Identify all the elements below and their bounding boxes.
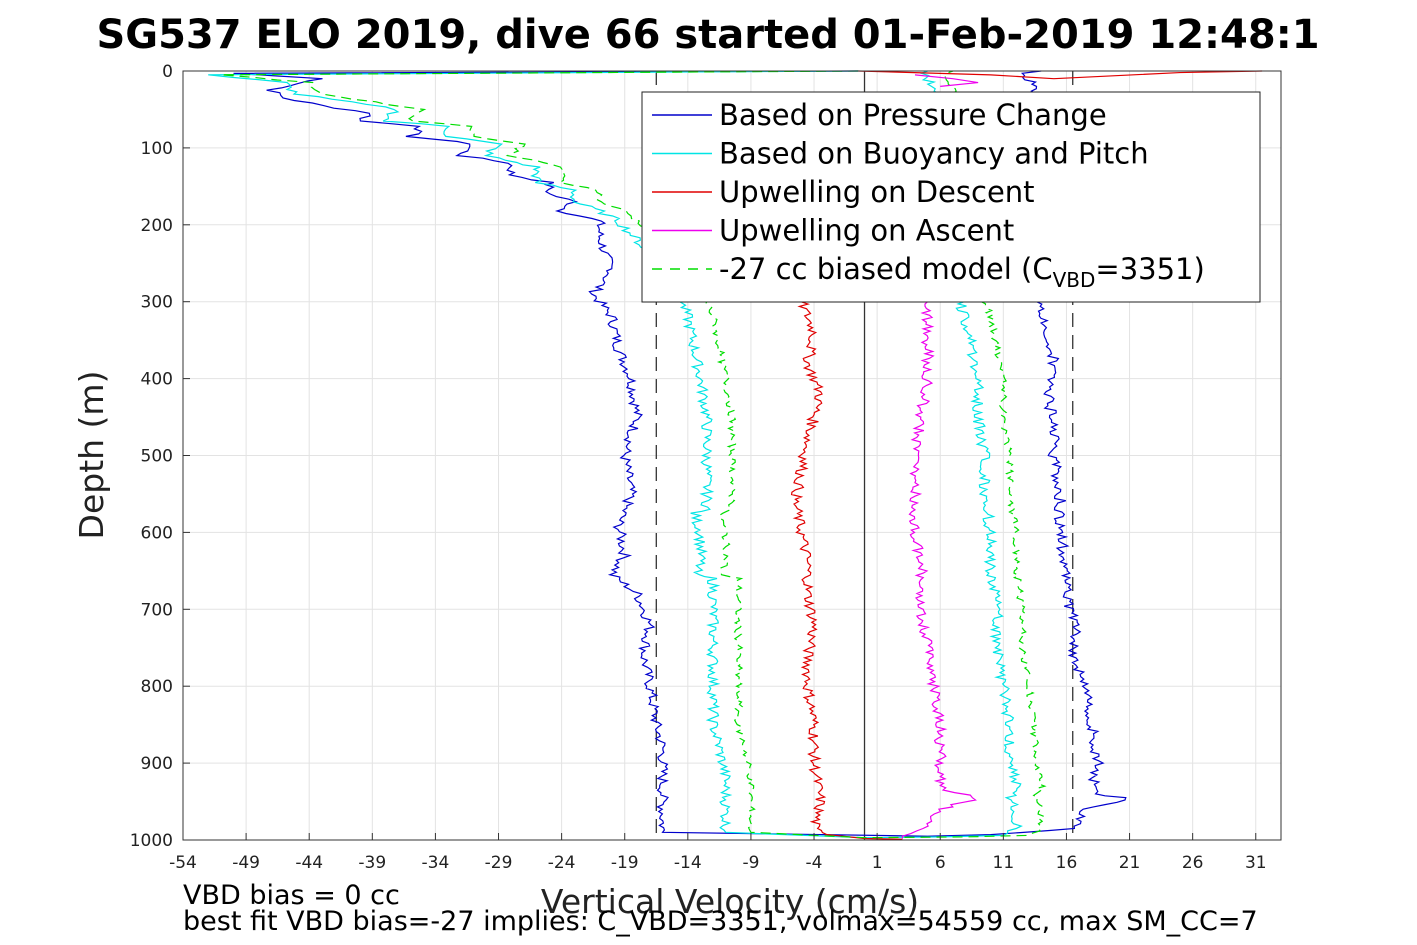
upwelling-ascent-surface bbox=[914, 74, 979, 87]
legend-entry-label: Based on Buoyancy and Pitch bbox=[719, 137, 1149, 171]
y-tick-label: 500 bbox=[141, 447, 173, 467]
x-tick-label: -54 bbox=[169, 853, 197, 873]
legend-entry-label: Based on Pressure Change bbox=[719, 98, 1107, 132]
x-tick-label: -39 bbox=[358, 853, 386, 873]
x-tick-label: 26 bbox=[1182, 853, 1204, 873]
x-axis-label: Vertical Velocity (cm/s) bbox=[541, 882, 919, 921]
y-tick-label: 400 bbox=[141, 370, 173, 390]
y-tick-labels: 0 100 200 300 400 500 600 700 800 900 1000 bbox=[130, 62, 190, 851]
biased-model-series bbox=[220, 70, 1047, 839]
series-layer bbox=[208, 70, 1263, 840]
y-axis-label: Depth (m) bbox=[72, 371, 111, 540]
y-tick-label: 1000 bbox=[130, 831, 173, 851]
x-tick-labels: -54 -49 -44 -39 -34 -29 -24 -19 -14 -9 -4 1 6 11 16 21 2… bbox=[169, 833, 1267, 873]
y-tick-label: 800 bbox=[141, 677, 173, 697]
legend-box bbox=[641, 91, 1261, 303]
legend-entry-label: Upwelling on Ascent bbox=[719, 214, 1014, 248]
legend-suffix: =3351) bbox=[1095, 252, 1204, 286]
legend-entry-text: Upwelling on Ascent bbox=[719, 214, 1014, 248]
y-tick-label: 700 bbox=[141, 600, 173, 620]
x-tick-label: -34 bbox=[422, 853, 450, 873]
legend: Based on Pressure Change Based on Buoyanc… bbox=[641, 91, 1261, 303]
legend-entry-label: Upwelling on Descent bbox=[719, 175, 1035, 209]
x-tick-label: 21 bbox=[1119, 853, 1141, 873]
x-tick-label: 11 bbox=[993, 853, 1015, 873]
legend-entry-text: Based on Buoyancy and Pitch bbox=[719, 137, 1149, 171]
y-tick-label: 200 bbox=[141, 216, 173, 236]
x-tick-label: -24 bbox=[548, 853, 576, 873]
vbd-bias-note: VBD bias = 0 cc bbox=[183, 880, 400, 911]
buoyancy-pitch-series bbox=[208, 70, 1023, 839]
pressure-change-series bbox=[233, 70, 1127, 837]
x-tick-label: 1 bbox=[872, 853, 883, 873]
x-tick-label: -14 bbox=[674, 853, 702, 873]
legend-entry-text: Based on Pressure Change bbox=[719, 98, 1107, 132]
legend-entry-text: Upwelling on Descent bbox=[719, 175, 1035, 209]
x-tick-label: 6 bbox=[935, 853, 946, 873]
x-tick-label: -4 bbox=[806, 853, 823, 873]
x-tick-label: 16 bbox=[1056, 853, 1078, 873]
x-tick-label: -9 bbox=[742, 853, 759, 873]
x-tick-label: -44 bbox=[295, 853, 323, 873]
x-tick-label: -29 bbox=[485, 853, 513, 873]
x-tick-label: 31 bbox=[1245, 853, 1267, 873]
y-tick-label: 600 bbox=[141, 523, 173, 543]
x-tick-label: -19 bbox=[611, 853, 639, 873]
x-tick-label: -49 bbox=[232, 853, 260, 873]
upwelling-descent-series bbox=[790, 301, 903, 840]
best-fit-note: best fit VBD bias=-27 implies: C_VBD=335… bbox=[183, 906, 1258, 937]
legend-subscript: VBD bbox=[1053, 268, 1096, 292]
upwelling-ascent-series bbox=[901, 301, 977, 839]
legend-entry-text: -27 cc biased model (C bbox=[719, 252, 1053, 286]
chart-title: SG537 ELO 2019, dive 66 started 01-Feb-2… bbox=[96, 12, 1319, 58]
legend-entry-label: -27 cc biased model (CVBD=3351) bbox=[719, 252, 1205, 292]
y-tick-label: 0 bbox=[162, 62, 173, 82]
upwelling-descent-surface bbox=[858, 70, 1263, 80]
y-tick-label: 300 bbox=[141, 293, 173, 313]
y-tick-label: 900 bbox=[141, 754, 173, 774]
y-tick-label: 100 bbox=[141, 139, 173, 159]
